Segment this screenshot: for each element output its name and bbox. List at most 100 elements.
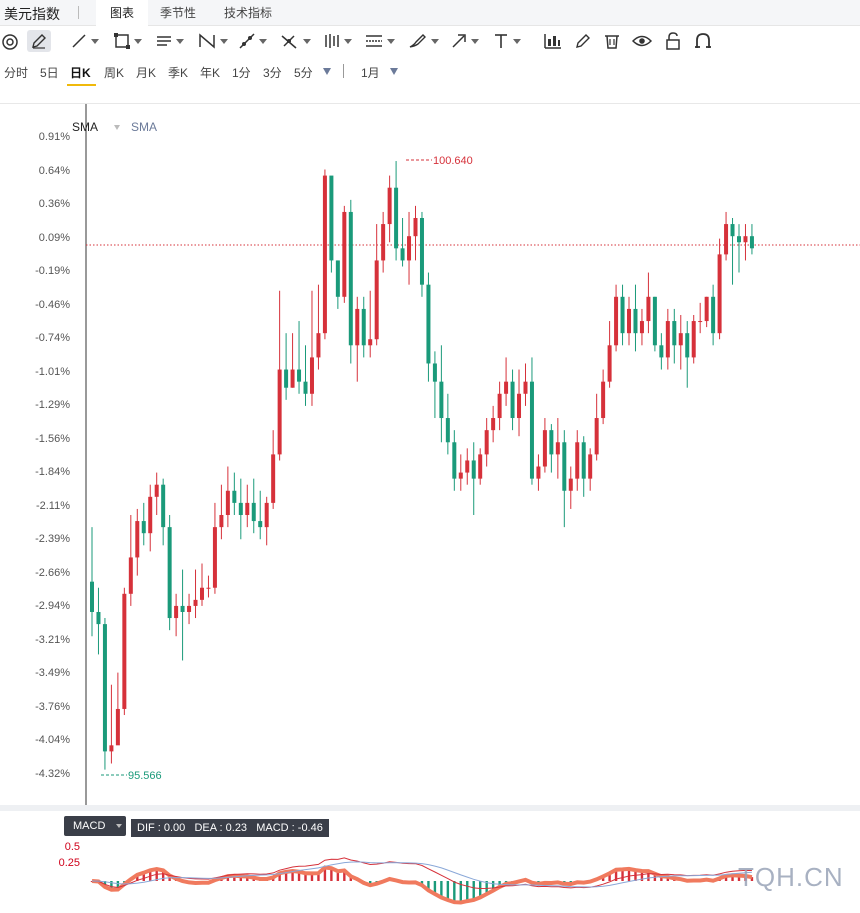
candle-body[interactable]	[400, 248, 405, 261]
candle-body[interactable]	[148, 496, 153, 534]
candle-body[interactable]	[529, 381, 534, 479]
trash-icon[interactable]	[603, 30, 621, 52]
candle-body[interactable]	[562, 442, 567, 491]
sma-label-1[interactable]: SMA	[72, 120, 99, 134]
period-3min[interactable]: 3分	[263, 66, 282, 80]
candle-body[interactable]	[497, 393, 502, 419]
candle-body[interactable]	[698, 321, 703, 323]
candle-body[interactable]	[575, 442, 580, 479]
candle-body[interactable]	[536, 466, 541, 479]
candle-body[interactable]	[568, 478, 573, 491]
candle-body[interactable]	[549, 430, 554, 455]
tab-technical-indicators[interactable]: 技术指标	[223, 6, 272, 20]
text-tool[interactable]	[492, 30, 521, 52]
candle-body[interactable]	[387, 187, 392, 225]
candle-body[interactable]	[135, 521, 140, 558]
candle-body[interactable]	[743, 236, 748, 243]
fork-tool[interactable]	[280, 30, 311, 52]
candle-body[interactable]	[264, 502, 269, 528]
arrow-tool[interactable]	[450, 30, 479, 52]
candle-body[interactable]	[737, 236, 741, 243]
candle-body[interactable]	[193, 599, 198, 606]
sma-dropdown-icon[interactable]	[114, 125, 120, 130]
candle-body[interactable]	[102, 624, 107, 752]
candle-body[interactable]	[523, 381, 528, 394]
candle-body[interactable]	[187, 605, 192, 612]
fib-tool[interactable]	[364, 30, 395, 52]
rectangle-tool[interactable]	[113, 30, 142, 52]
candle-body[interactable]	[167, 527, 172, 619]
candle-body[interactable]	[219, 515, 224, 528]
candle-body[interactable]	[607, 345, 612, 382]
period-5min[interactable]: 5分	[294, 66, 313, 80]
candle-body[interactable]	[174, 605, 179, 619]
candle-body[interactable]	[581, 442, 586, 479]
period-daily[interactable]: 日K	[70, 66, 91, 80]
candle-body[interactable]	[361, 308, 366, 346]
candle-body[interactable]	[724, 224, 729, 255]
candle-body[interactable]	[749, 236, 754, 249]
candle-body[interactable]	[329, 175, 334, 261]
period-1min[interactable]: 1分	[232, 66, 251, 80]
candle-body[interactable]	[484, 430, 489, 455]
candle-body[interactable]	[374, 260, 379, 340]
candle-body[interactable]	[614, 296, 619, 346]
candle-body[interactable]	[212, 527, 217, 588]
ray-tool[interactable]	[238, 30, 267, 52]
candle-body[interactable]	[109, 745, 114, 752]
range-selector[interactable]: 1月	[361, 66, 380, 80]
period-quarterly[interactable]: 季K	[168, 66, 189, 80]
brush-tool[interactable]	[408, 30, 439, 52]
candle-body[interactable]	[601, 381, 606, 419]
candle-body[interactable]	[284, 369, 289, 388]
candle-body[interactable]	[225, 490, 230, 516]
candle-body[interactable]	[432, 363, 437, 382]
candle-body[interactable]	[445, 418, 450, 443]
candle-body[interactable]	[491, 418, 496, 431]
pattern-tool[interactable]	[197, 30, 228, 52]
tab-chart[interactable]: 图表	[96, 0, 148, 26]
candle-body[interactable]	[290, 369, 295, 388]
candle-body[interactable]	[555, 442, 560, 455]
candle-body[interactable]	[620, 296, 625, 334]
candle-body[interactable]	[303, 381, 308, 394]
sma-label-2[interactable]: SMA	[131, 120, 158, 134]
candle-body[interactable]	[251, 502, 256, 522]
candle-body[interactable]	[122, 593, 127, 709]
candle-body[interactable]	[232, 490, 237, 503]
candle-body[interactable]	[154, 484, 159, 497]
candle-body[interactable]	[355, 308, 360, 346]
candle-body[interactable]	[96, 611, 101, 625]
candle-body[interactable]	[510, 381, 515, 419]
candle-body[interactable]	[478, 454, 483, 479]
candle-body[interactable]	[309, 357, 314, 394]
indicator-icon[interactable]	[543, 30, 563, 52]
candle-body[interactable]	[458, 472, 463, 479]
period-intraday[interactable]: 分时	[4, 66, 29, 80]
candle-body[interactable]	[504, 381, 509, 394]
candle-body[interactable]	[704, 296, 709, 322]
candle-body[interactable]	[407, 236, 412, 261]
tab-seasonality[interactable]: 季节性	[159, 6, 196, 20]
candle-body[interactable]	[238, 502, 243, 516]
magnet-u-icon[interactable]	[694, 30, 712, 52]
candle-body[interactable]	[245, 502, 250, 516]
candle-body[interactable]	[277, 369, 282, 455]
candle-body[interactable]	[639, 321, 644, 334]
candle-body[interactable]	[627, 308, 632, 334]
channel-tool[interactable]	[155, 30, 184, 52]
edit-icon[interactable]	[574, 30, 592, 52]
candle-body[interactable]	[711, 296, 716, 334]
candle-body[interactable]	[115, 708, 120, 746]
candle-body[interactable]	[342, 211, 347, 297]
candle-body[interactable]	[322, 175, 327, 334]
candle-body[interactable]	[672, 321, 677, 346]
candle-body[interactable]	[517, 393, 522, 419]
candle-body[interactable]	[730, 224, 735, 237]
candle-body[interactable]	[161, 484, 166, 528]
period-monthly[interactable]: 月K	[136, 66, 157, 80]
candle-body[interactable]	[652, 296, 657, 346]
candle-body[interactable]	[594, 418, 599, 455]
